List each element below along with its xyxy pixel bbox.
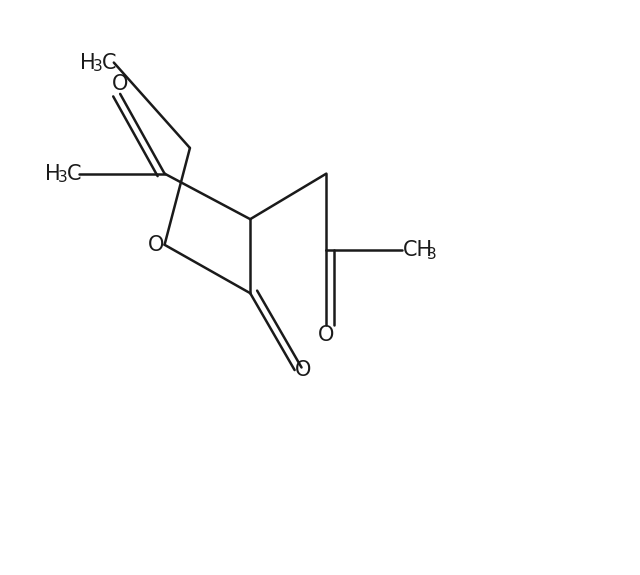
Text: H: H [80,52,95,72]
Text: 3: 3 [428,247,437,262]
Text: C: C [101,52,116,72]
Text: 3: 3 [92,59,102,74]
Text: 3: 3 [58,170,67,185]
Text: O: O [148,235,164,255]
Text: O: O [112,74,129,94]
Text: O: O [294,360,311,380]
Text: C: C [67,164,81,183]
Text: CH: CH [403,240,433,260]
Text: O: O [318,324,335,344]
Text: H: H [45,164,61,183]
